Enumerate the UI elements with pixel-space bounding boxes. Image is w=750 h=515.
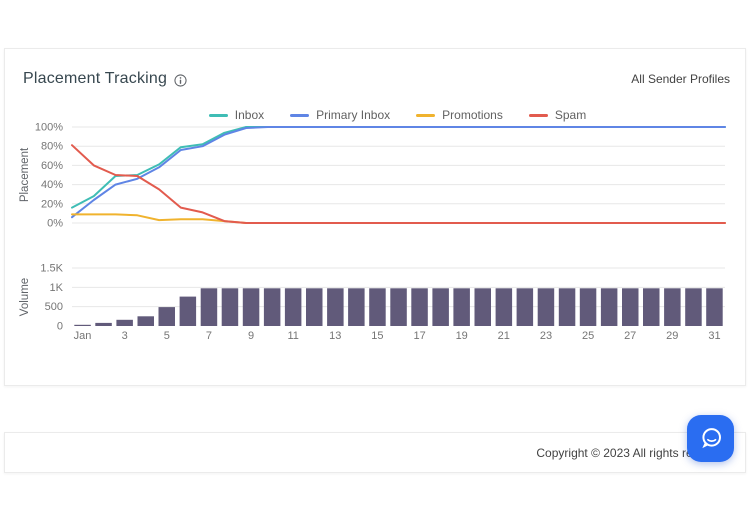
spam-swatch-icon: [528, 113, 548, 117]
legend-item-promotions: Promotions: [416, 108, 503, 122]
x-tick-label: 15: [371, 330, 383, 342]
volume-bar[interactable]: [284, 288, 302, 326]
placement-y-tick: 40%: [41, 179, 63, 191]
volume-bars: [74, 288, 723, 326]
volume-bar[interactable]: [242, 288, 260, 326]
x-tick-label: 29: [666, 330, 678, 342]
placement-lines: [71, 126, 726, 224]
volume-y-tick: 1.5K: [40, 263, 63, 275]
x-tick-label: 25: [582, 330, 594, 342]
volume-bar[interactable]: [453, 288, 470, 326]
volume-bar[interactable]: [369, 288, 386, 326]
legend-label: Promotions: [442, 108, 503, 122]
volume-bar[interactable]: [95, 322, 112, 326]
volume-axis-title: Volume: [19, 278, 31, 316]
volume-bar[interactable]: [643, 288, 660, 326]
volume-bar[interactable]: [432, 288, 449, 326]
promotions-swatch-icon: [416, 113, 436, 117]
x-tick-label: 31: [708, 330, 720, 342]
placement-volume-chart[interactable]: 100% 80% 60% 40% 20% 0% 1.5K 1K 500 0 Jan 3 5 7 9 11 13 1…: [5, 111, 745, 353]
line-series-spam[interactable]: [71, 144, 726, 224]
line-series-primary-inbox[interactable]: [71, 126, 726, 219]
volume-bar[interactable]: [158, 307, 176, 326]
x-tick-label: 17: [413, 330, 425, 342]
x-tick-label: 5: [164, 330, 170, 342]
placement-y-tick: 100%: [35, 122, 63, 134]
volume-bar[interactable]: [74, 324, 91, 326]
line-series-promotions[interactable]: [71, 213, 726, 224]
placement-tracking-card: Placement Tracking All Sender Profiles I…: [4, 48, 746, 386]
x-tick-label: 7: [206, 330, 212, 342]
title-wrap: Placement Tracking: [23, 70, 187, 88]
placement-y-tick: 80%: [41, 141, 63, 153]
footer-bar: Copyright © 2023 All rights reserved.: [4, 432, 746, 473]
x-tick-label: 11: [287, 330, 298, 342]
x-tick-label: Jan: [74, 330, 92, 342]
legend-label: Inbox: [234, 108, 265, 122]
volume-bar[interactable]: [579, 288, 597, 326]
inbox-swatch-icon: [208, 113, 228, 117]
volume-y-tick: 500: [45, 301, 63, 313]
x-tick-label: 21: [498, 330, 510, 342]
x-tick-label: 23: [540, 330, 552, 342]
legend-item-primary-inbox: Primary Inbox: [290, 108, 390, 122]
volume-bar[interactable]: [263, 288, 281, 326]
info-icon[interactable]: [174, 73, 187, 87]
copyright-text: Copyright © 2023 All rights reserved.: [536, 445, 732, 460]
volume-bar[interactable]: [600, 288, 618, 326]
volume-bar[interactable]: [306, 288, 323, 326]
line-series-inbox[interactable]: [71, 126, 726, 209]
x-tick-label: 19: [456, 330, 468, 342]
volume-bar[interactable]: [706, 288, 723, 326]
placement-y-tick: 0%: [47, 218, 63, 230]
volume-bar[interactable]: [327, 288, 344, 326]
chat-bubble-icon: [697, 425, 725, 453]
chart-legend: Inbox Primary Inbox Promotions Spam: [70, 108, 725, 122]
placement-y-tick: 60%: [41, 160, 63, 172]
volume-bar[interactable]: [558, 288, 576, 326]
x-tick-label: 9: [248, 330, 254, 342]
x-tick-label: 3: [122, 330, 128, 342]
volume-bar[interactable]: [516, 288, 534, 326]
x-tick-label: 13: [329, 330, 341, 342]
volume-bar[interactable]: [685, 288, 702, 326]
volume-bar[interactable]: [495, 288, 513, 326]
legend-item-spam: Spam: [528, 108, 587, 122]
legend-item-inbox: Inbox: [208, 108, 265, 122]
volume-bar[interactable]: [622, 288, 639, 326]
volume-bar[interactable]: [179, 296, 197, 326]
card-header: Placement Tracking All Sender Profiles: [23, 70, 730, 88]
volume-bar[interactable]: [474, 288, 492, 326]
volume-bar[interactable]: [348, 288, 365, 326]
x-tick-label: 27: [624, 330, 636, 342]
placement-axis-title: Placement: [19, 147, 31, 202]
x-axis-labels: Jan 3 5 7 9 11 13 15 17 19 21 23 25 27 29 31: [74, 330, 721, 342]
page-title: Placement Tracking: [23, 70, 168, 87]
primary-inbox-swatch-icon: [290, 113, 310, 117]
volume-y-tick: 1K: [50, 282, 64, 294]
volume-bar[interactable]: [221, 288, 239, 326]
volume-y-tick: 0: [57, 321, 63, 333]
volume-bar[interactable]: [137, 316, 155, 326]
legend-label: Spam: [554, 108, 587, 122]
volume-bar[interactable]: [537, 288, 555, 326]
volume-bar[interactable]: [664, 288, 681, 326]
chat-launcher-button[interactable]: [687, 415, 734, 462]
legend-label: Primary Inbox: [316, 108, 391, 122]
sender-profiles-filter[interactable]: All Sender Profiles: [631, 72, 730, 86]
placement-y-tick: 20%: [41, 198, 63, 210]
volume-bar[interactable]: [200, 288, 218, 326]
volume-bar[interactable]: [116, 319, 133, 326]
axis-titles: Placement Volume: [19, 147, 31, 316]
volume-bar[interactable]: [411, 288, 428, 326]
volume-bar[interactable]: [390, 288, 407, 326]
